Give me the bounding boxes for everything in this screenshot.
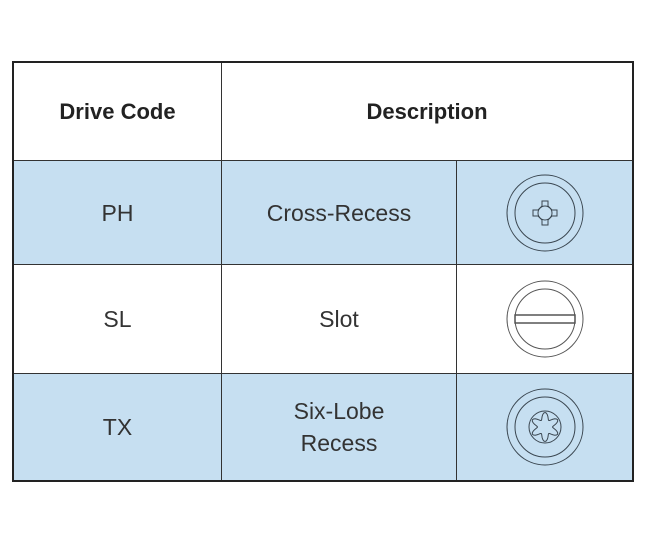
header-description: Description xyxy=(221,61,634,161)
description-cell: Slot xyxy=(221,264,457,374)
description-cell: Six-Lobe Recess xyxy=(221,373,457,482)
slot-drive-icon xyxy=(506,280,583,358)
table-row: SL Slot xyxy=(12,264,634,374)
table-row: PH Cross-Recess xyxy=(12,160,634,265)
description-text: Six-Lobe Recess xyxy=(293,398,385,456)
header-drive-code: Drive Code xyxy=(12,61,222,161)
header-row: Drive Code Description xyxy=(12,61,634,161)
drive-code-cell: TX xyxy=(12,373,222,482)
icon-cell xyxy=(456,264,634,374)
table-row: TX Six-Lobe Recess xyxy=(12,373,634,482)
drive-code-cell: PH xyxy=(12,160,222,265)
icon-cell xyxy=(456,160,634,265)
icon-cell xyxy=(456,373,634,482)
drive-code-cell: SL xyxy=(12,264,222,374)
drive-code-table: Drive Code Description PH Cross-Recess S… xyxy=(12,61,634,482)
torx-drive-icon xyxy=(506,388,583,466)
phillips-drive-icon xyxy=(506,174,583,251)
description-cell: Cross-Recess xyxy=(221,160,457,265)
